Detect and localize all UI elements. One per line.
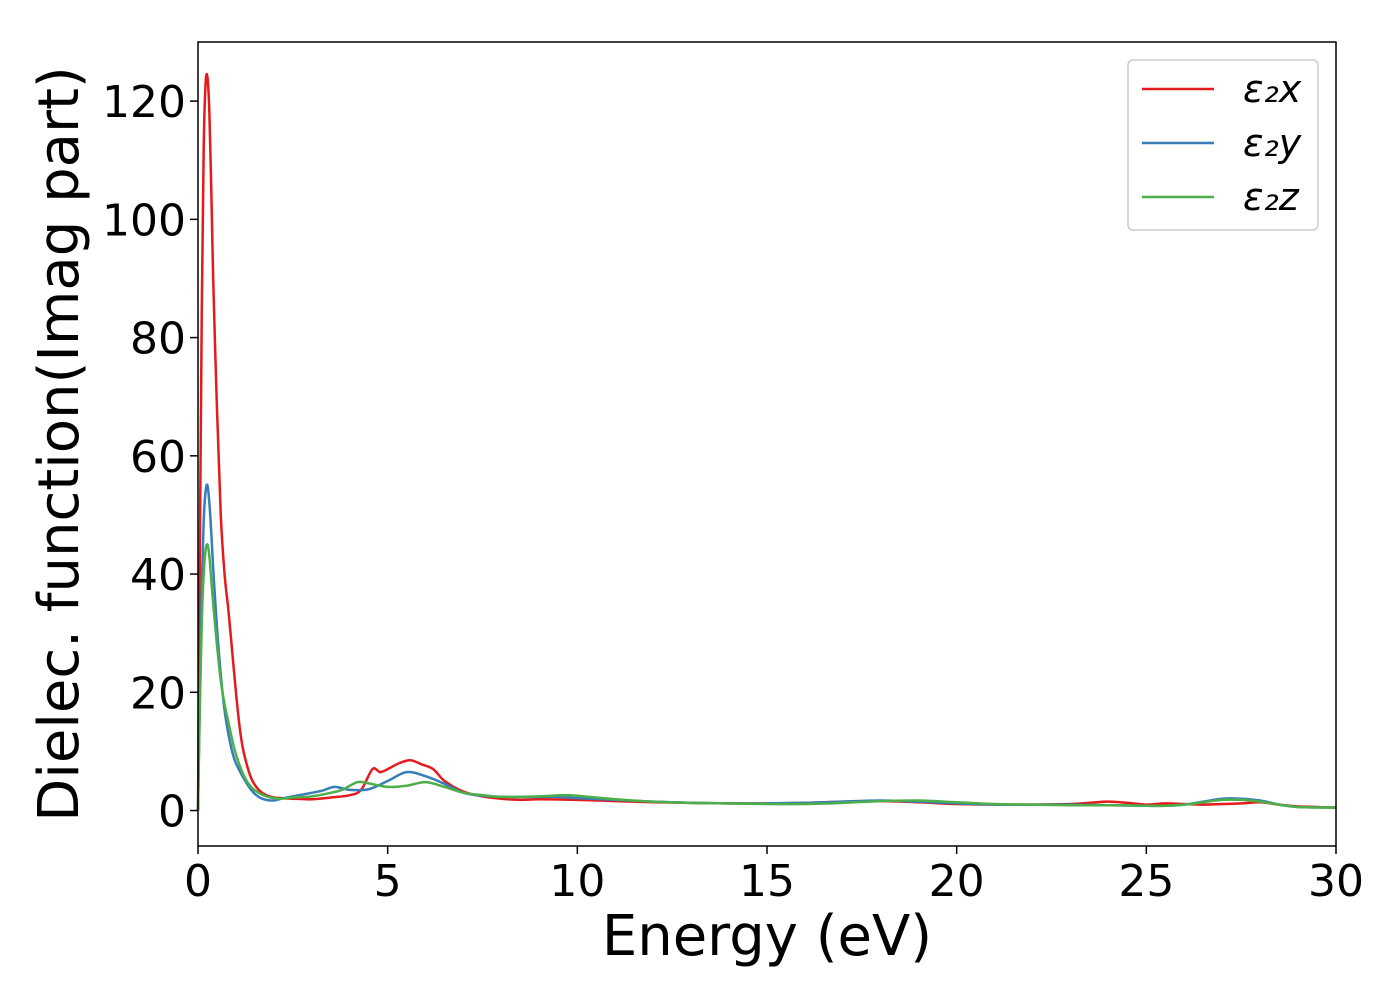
y-tick-label: 80: [130, 314, 186, 365]
series-line-2: [196, 483, 1337, 811]
x-tick-label: 20: [929, 856, 985, 907]
y-tick-label: 100: [102, 195, 186, 246]
legend: ε₂x ε₂y ε₂z: [1127, 59, 1319, 231]
series-line-1: [196, 72, 1337, 811]
x-tick-label: 10: [549, 856, 605, 907]
y-tick-label: 40: [130, 550, 186, 601]
legend-box: [1127, 59, 1319, 231]
series-layer: [196, 72, 1337, 811]
x-tick-label: 0: [184, 856, 212, 907]
x-axis: 0 5 10 15 20 25 30: [184, 846, 1364, 907]
y-tick-label: 120: [102, 77, 186, 128]
legend-label: ε₂y: [1243, 121, 1302, 165]
x-tick-label: 25: [1118, 856, 1174, 907]
x-tick-label: 5: [374, 856, 402, 907]
x-tick-label: 30: [1308, 856, 1364, 907]
y-axis-label: Dielec. function(Imag part): [27, 66, 92, 822]
legend-label: ε₂x: [1243, 67, 1302, 111]
legend-label: ε₂z: [1243, 175, 1300, 219]
y-tick-label: 20: [130, 668, 186, 719]
x-tick-label: 15: [739, 856, 795, 907]
x-axis-label: Energy (eV): [602, 904, 932, 969]
y-axis: 0 20 40 60 80 100 120: [102, 77, 198, 838]
y-tick-label: 60: [130, 432, 186, 483]
series-line-3: [196, 543, 1337, 811]
y-tick-label: 0: [158, 787, 186, 838]
